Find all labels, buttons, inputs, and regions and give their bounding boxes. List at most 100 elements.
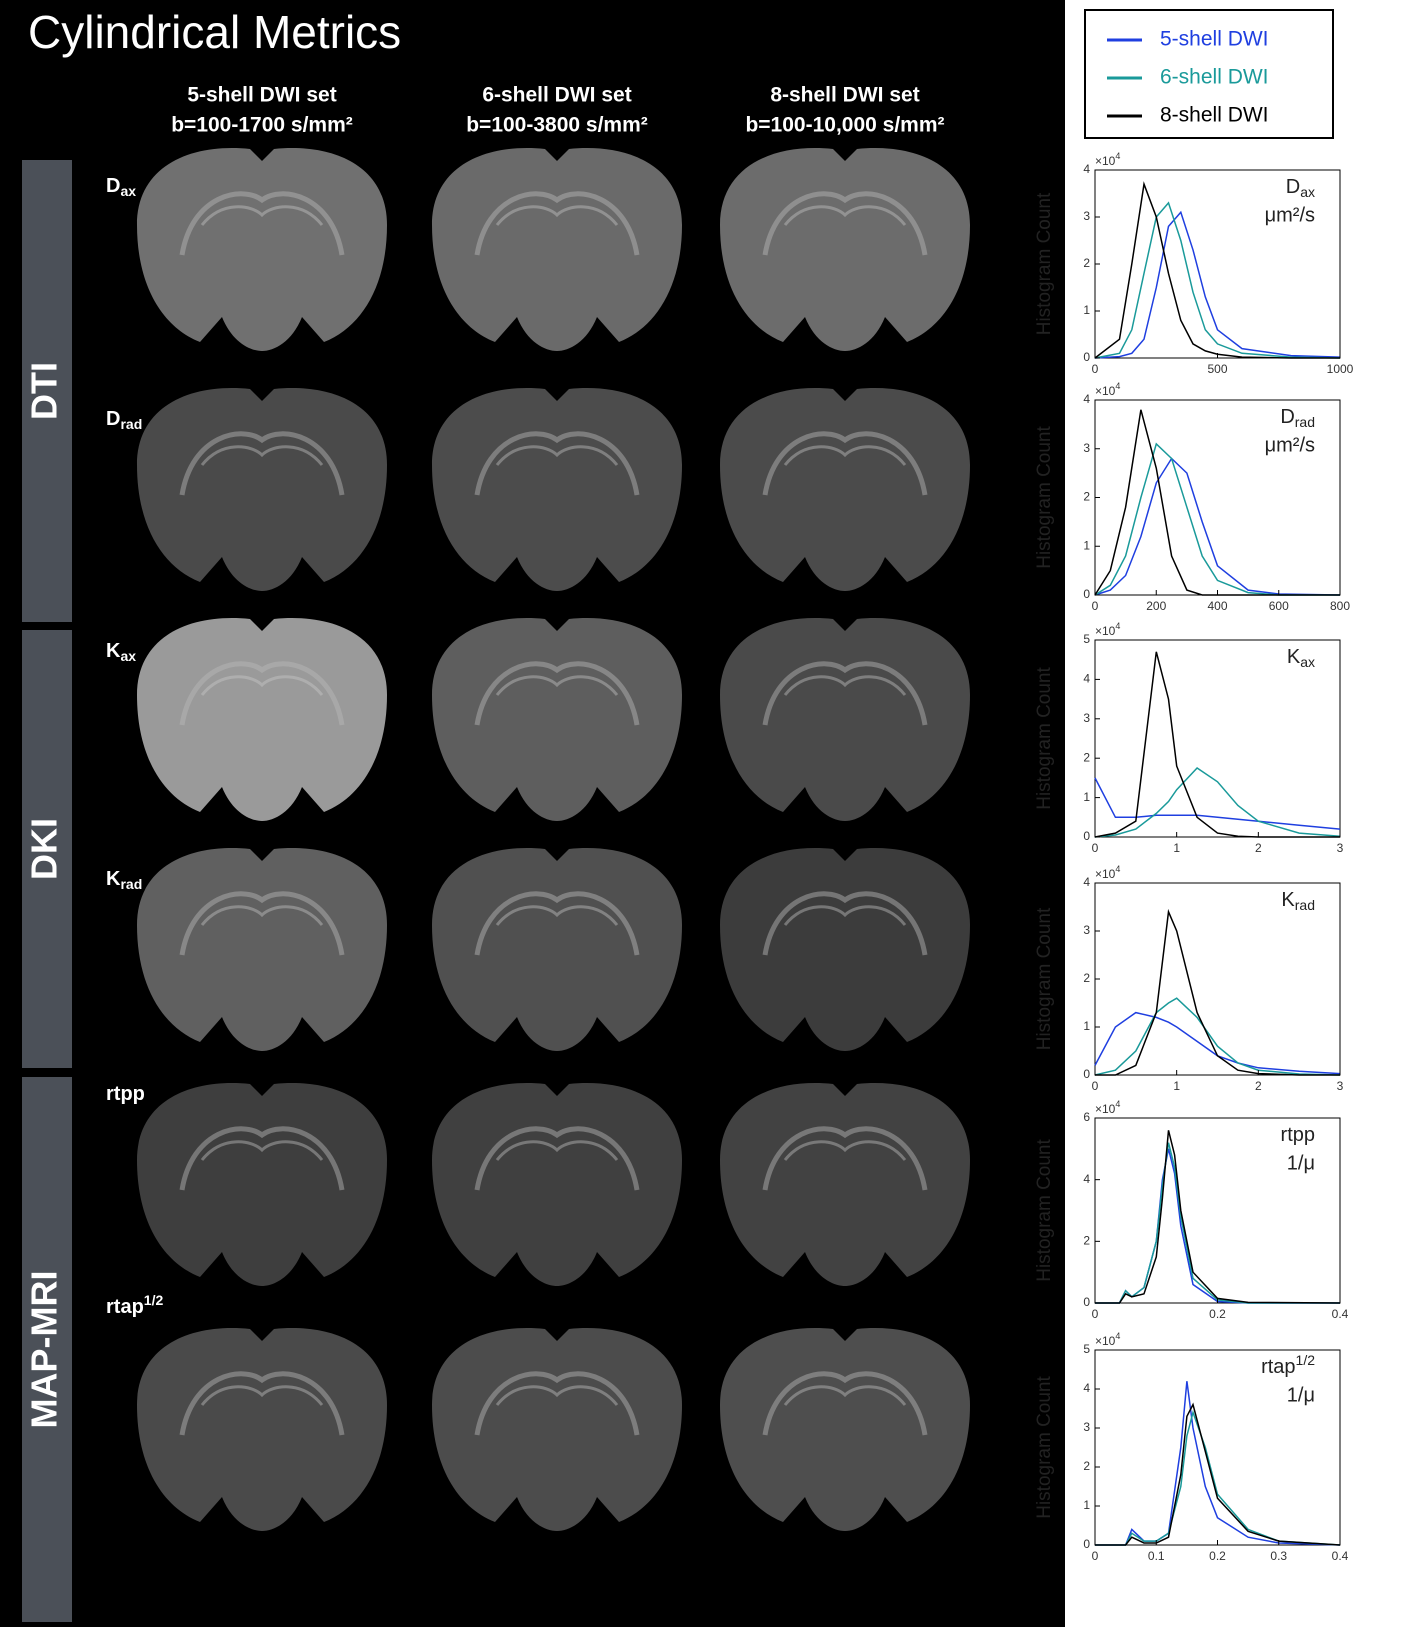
y-tick-label: 0 [1083, 829, 1090, 843]
histogram-line [1094, 409, 1340, 596]
histogram-line [1095, 908, 1340, 1076]
brain-structure [783, 1385, 907, 1406]
brain-structure [179, 1371, 345, 1436]
x-tick-label: 200 [1146, 599, 1166, 613]
x-tick-label: 0 [1092, 1079, 1099, 1093]
chart-annotation-sub: ax [1300, 184, 1315, 200]
brain-structure [495, 205, 619, 226]
brain-structure [762, 661, 928, 726]
brain-structure [495, 1385, 619, 1406]
chart-annotation-base: D [1280, 406, 1294, 428]
metric-label-base: D [106, 175, 120, 197]
x-tick-label: 0 [1092, 362, 1099, 376]
y-axis-label: Histogram Count [1034, 192, 1055, 335]
brain-slice [432, 618, 682, 821]
brain-slice [432, 1328, 682, 1531]
y-tick-label: 3 [1083, 441, 1090, 455]
x-tick-label: 3 [1337, 841, 1344, 855]
y-tick-label: 2 [1083, 1234, 1090, 1248]
y-tick-label: 3 [1083, 711, 1090, 725]
y-scale: ×104 [1095, 381, 1120, 398]
metric-label-base: D [106, 408, 120, 430]
brain-structure [179, 431, 345, 496]
metric-label-base: rtap [106, 1296, 144, 1318]
y-scale-exp: 4 [1115, 151, 1120, 161]
group-label: DTI [24, 362, 65, 420]
brain-slice [137, 848, 387, 1051]
metric-label-base: K [106, 868, 121, 890]
brain-structure [762, 191, 928, 256]
metric-label: Drad [106, 408, 142, 431]
brain-image [432, 148, 682, 352]
histogram-line [1094, 457, 1341, 596]
x-tick-label: 1 [1173, 1079, 1180, 1093]
brain-slice [432, 848, 682, 1051]
group-bar [22, 160, 72, 622]
x-tick-label: 400 [1207, 599, 1227, 613]
y-scale-exp: 4 [1115, 621, 1120, 631]
y-axis-label: Histogram Count [1034, 1139, 1055, 1282]
metric-label-sub: ax [120, 648, 136, 664]
brain-image [137, 1328, 387, 1531]
metric-label-sub: rad [120, 876, 142, 892]
histogram-line [1094, 1011, 1341, 1075]
histogram-line [1094, 651, 1340, 838]
chart-annotation-base: rtap [1261, 1356, 1295, 1378]
y-tick-label: 4 [1083, 875, 1090, 889]
y-axis-label: Histogram Count [1034, 907, 1055, 1050]
brain-structure [474, 431, 640, 496]
brain-image [432, 1083, 682, 1286]
brain-structure [200, 675, 324, 696]
brain-structure [762, 431, 928, 496]
chart-annotation: rtap1/2 [1261, 1352, 1315, 1379]
chart-annotation-sup: 1/2 [1296, 1352, 1316, 1368]
histogram-line [1094, 997, 1341, 1076]
x-tick-label: 0.4 [1332, 1307, 1349, 1321]
y-scale-base: ×10 [1095, 1334, 1116, 1348]
brain-structure [474, 661, 640, 726]
metric-label-sup: 1/2 [144, 1292, 164, 1308]
metric-label: Dax [106, 175, 136, 198]
brain-slice [720, 1328, 970, 1531]
histogram-line [1094, 201, 1341, 359]
chart-annotation-unit: μm²/s [1265, 204, 1315, 226]
brain-structure [495, 675, 619, 696]
y-tick-label: 2 [1083, 971, 1090, 985]
y-tick-label: 5 [1083, 1342, 1090, 1356]
y-scale-base: ×10 [1095, 1102, 1116, 1116]
y-tick-label: 2 [1083, 256, 1090, 270]
histogram-line [1094, 442, 1340, 596]
brain-structure [762, 1126, 928, 1191]
brain-image [720, 1328, 970, 1531]
y-tick-label: 0 [1083, 1295, 1090, 1309]
column-range: b=100-10,000 s/mm² [745, 114, 944, 137]
y-scale: ×104 [1095, 151, 1120, 168]
brain-structure [762, 891, 928, 956]
y-tick-label: 2 [1083, 1459, 1090, 1473]
histogram-line [1094, 181, 1340, 359]
brain-image [432, 1328, 682, 1531]
column-range: b=100-1700 s/mm² [171, 114, 353, 137]
histogram-line [1095, 1130, 1341, 1304]
y-scale-exp: 4 [1115, 1099, 1120, 1109]
brain-slice [137, 148, 387, 352]
legend-label: 8-shell DWI [1160, 104, 1269, 127]
y-scale: ×104 [1095, 1331, 1120, 1348]
y-scale-exp: 4 [1115, 864, 1120, 874]
y-axis-label: Histogram Count [1034, 1376, 1055, 1519]
column-range: b=100-3800 s/mm² [466, 114, 648, 137]
y-tick-label: 1 [1083, 303, 1090, 317]
brain-structure [474, 891, 640, 956]
histogram-line [1094, 777, 1341, 830]
column-header: 8-shell DWI set [770, 84, 919, 107]
histogram-line [1095, 1409, 1341, 1546]
x-tick-label: 0.3 [1270, 1549, 1287, 1563]
metric-label-base: rtpp [106, 1083, 145, 1105]
brain-structure [179, 1126, 345, 1191]
brain-slice [432, 148, 682, 352]
brain-image [720, 148, 970, 352]
chart-annotation: Dax [1286, 176, 1315, 199]
figure-title: Cylindrical Metrics [28, 6, 401, 58]
y-axis-label: Histogram Count [1034, 426, 1055, 569]
